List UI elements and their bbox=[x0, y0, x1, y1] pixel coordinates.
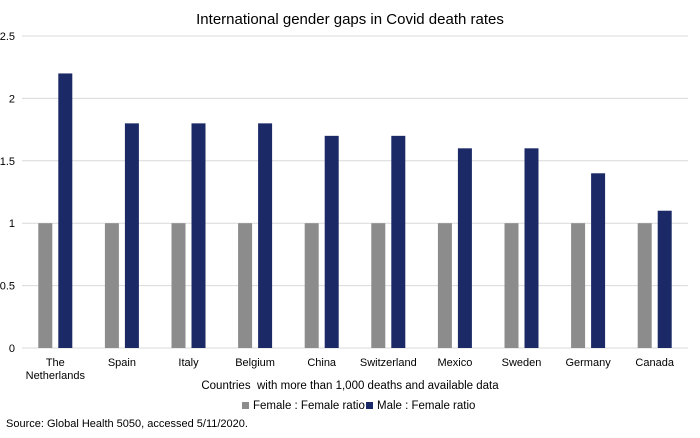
x-tick-label: The Netherlands bbox=[26, 357, 86, 382]
bar-male bbox=[324, 135, 339, 348]
x-tick-label: Sweden bbox=[502, 357, 542, 369]
bar-male bbox=[657, 210, 672, 348]
bar-female bbox=[104, 223, 119, 348]
bar-male bbox=[457, 148, 472, 348]
bar-female bbox=[571, 223, 586, 348]
bar-female bbox=[171, 223, 186, 348]
bars bbox=[38, 73, 672, 348]
legend-swatch bbox=[242, 402, 249, 409]
bar-male bbox=[391, 135, 406, 348]
x-tick-label: Italy bbox=[178, 357, 199, 369]
x-tick-label: Spain bbox=[108, 357, 136, 369]
bar-male bbox=[58, 73, 73, 348]
chart-title: International gender gaps in Covid death… bbox=[196, 11, 504, 28]
y-tick-label: 1.5 bbox=[0, 156, 15, 168]
bar-female bbox=[238, 223, 253, 348]
x-tick-label: Belgium bbox=[235, 357, 275, 369]
x-axis-ticks: The Netherlands Spain Italy Belgium China Swit… bbox=[26, 357, 675, 382]
y-axis-ticks: 0 0.5 1 1.5 2 2.5 bbox=[0, 31, 15, 355]
legend: Female : Female ratio Male : Female ratio bbox=[242, 400, 475, 412]
y-tick-label: 0 bbox=[9, 343, 15, 355]
bar-male bbox=[591, 173, 606, 348]
x-tick-label: Germany bbox=[565, 357, 611, 369]
y-tick-label: 2 bbox=[9, 93, 15, 105]
bar-female bbox=[38, 223, 53, 348]
bar-male bbox=[524, 148, 539, 348]
bar-male bbox=[124, 123, 139, 348]
bar-female bbox=[371, 223, 386, 348]
y-tick-label: 1 bbox=[9, 218, 15, 230]
y-tick-label: 0.5 bbox=[0, 281, 15, 293]
x-axis-label: Countries with more than 1,000 deaths an… bbox=[201, 380, 499, 392]
legend-swatch bbox=[366, 402, 373, 409]
bar-male bbox=[191, 123, 206, 348]
legend-label: Female : Female ratio bbox=[253, 400, 365, 412]
bar-female bbox=[637, 223, 652, 348]
legend-label: Male : Female ratio bbox=[377, 400, 475, 412]
x-tick-label: Canada bbox=[635, 357, 674, 369]
bar-female bbox=[304, 223, 319, 348]
x-tick-label: China bbox=[307, 357, 337, 369]
bar-female bbox=[437, 223, 452, 348]
bar-female bbox=[504, 223, 519, 348]
gridlines bbox=[22, 35, 688, 349]
x-tick-label: Mexico bbox=[437, 357, 472, 369]
y-tick-label: 2.5 bbox=[0, 31, 15, 43]
source-note: Source: Global Health 5050, accessed 5/1… bbox=[6, 418, 248, 430]
x-tick-label: Switzerland bbox=[360, 357, 417, 369]
bar-male bbox=[258, 123, 273, 348]
